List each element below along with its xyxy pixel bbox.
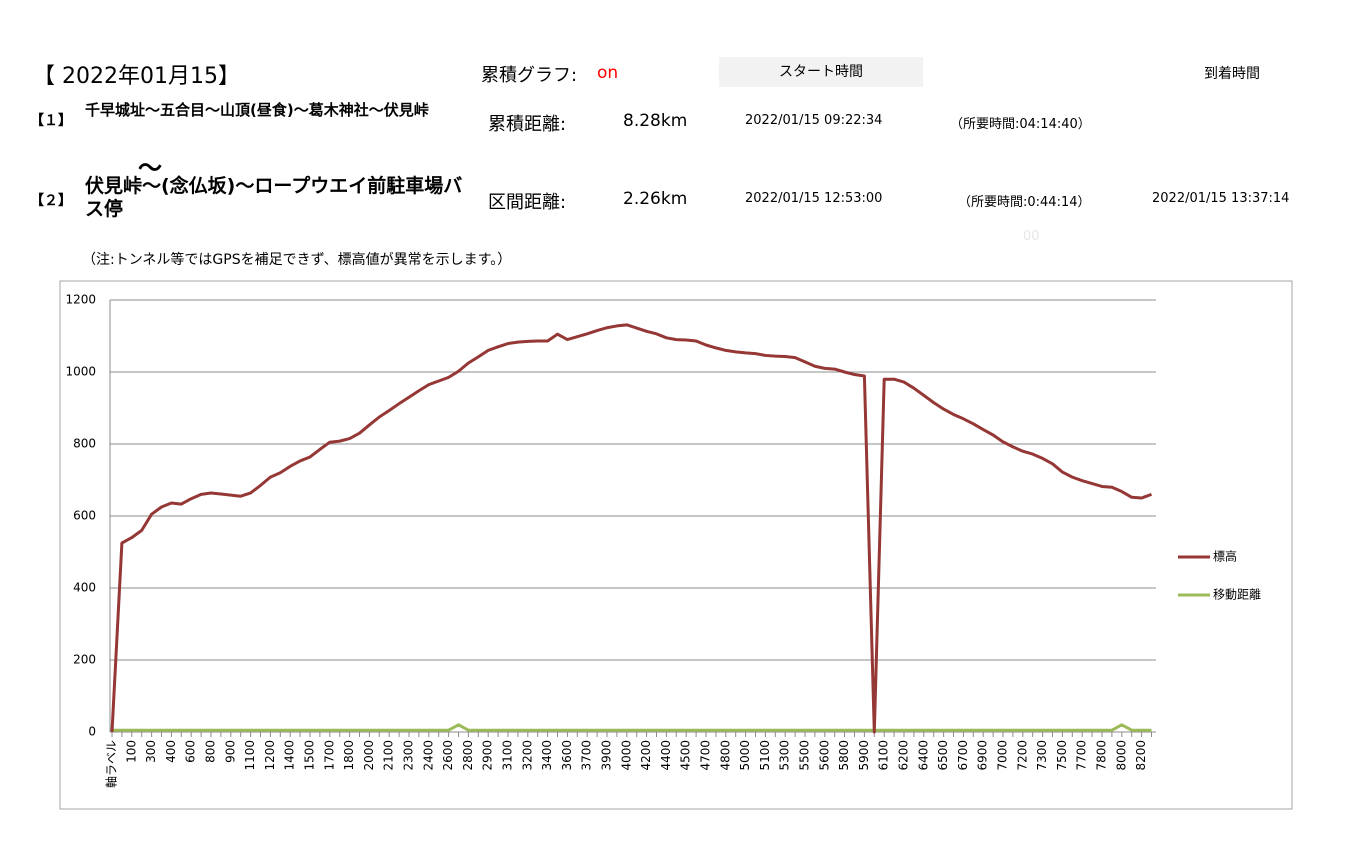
line-series <box>112 723 1152 732</box>
chart-frame <box>59 280 1293 810</box>
route: 千早城址～五合目～山頂(昼食)～葛木神社～伏見峠 <box>85 101 429 119</box>
x-tick-label: 6500 <box>936 740 950 771</box>
x-tick-label: 3200 <box>520 740 534 771</box>
y-tick-label: 0 <box>88 725 96 739</box>
distance-label: 区間距離: <box>488 192 567 213</box>
duration: （所要時間:0:44:14） <box>958 195 1091 210</box>
y-tick-label: 400 <box>73 581 96 595</box>
cumulative-label: 累積グラフ: <box>481 65 578 86</box>
legend-label: 移動距離 <box>1213 588 1261 602</box>
x-tick-label: 軸ラベル <box>105 740 119 788</box>
distance: 8.28km <box>623 111 688 131</box>
x-tick-label: 3400 <box>540 740 554 771</box>
arrival-time: 2022/01/15 13:37:14 <box>1152 191 1290 206</box>
cumulative-state[interactable]: on <box>597 63 619 83</box>
x-tick-label: 3900 <box>600 740 614 771</box>
row-index: 【２】 <box>30 193 72 209</box>
route: 伏見峠～(念仏坂)～ロープウエイ前駐車場バス停 <box>85 175 463 220</box>
x-tick-label: 5000 <box>738 740 752 771</box>
x-tick-label: 4800 <box>718 740 732 771</box>
x-tick-label: 7700 <box>1075 740 1089 771</box>
y-tick-label: 1000 <box>65 365 96 379</box>
x-tick-label: 1100 <box>243 740 257 771</box>
arrival-header: 到着時間 <box>1204 66 1260 82</box>
x-tick-label: 4500 <box>679 740 693 771</box>
x-tick-label: 800 <box>204 740 218 763</box>
y-tick-label: 600 <box>73 509 96 523</box>
distance: 2.26km <box>623 189 688 209</box>
x-tick-label: 1800 <box>342 740 356 771</box>
x-tick-label: 7300 <box>1035 740 1049 771</box>
line-series <box>110 323 1153 734</box>
x-tick-label: 2800 <box>461 740 475 771</box>
x-tick-label: 8200 <box>1134 740 1148 771</box>
x-tick-label: 6700 <box>956 740 970 771</box>
x-tick-label: 5900 <box>857 740 871 771</box>
x-tick-label: 7200 <box>1015 740 1029 771</box>
duration: （所要時間:04:14:40） <box>950 117 1091 132</box>
x-tick-label: 1200 <box>263 740 277 771</box>
x-tick-label: 600 <box>184 740 198 763</box>
x-tick-label: 2400 <box>421 740 435 771</box>
x-tick-label: 6200 <box>897 740 911 771</box>
y-tick-label: 800 <box>73 437 96 451</box>
row-index: 【１】 <box>30 113 72 129</box>
x-tick-label: 2000 <box>362 740 376 771</box>
x-tick-label: 4400 <box>659 740 673 771</box>
x-tick-label: 5600 <box>817 740 831 771</box>
x-tick-label: 400 <box>164 740 178 763</box>
legend-label: 標高 <box>1213 549 1237 564</box>
x-tick-label: 5100 <box>758 740 772 771</box>
x-tick-label: 7800 <box>1095 740 1109 771</box>
x-tick-label: 8000 <box>1114 740 1128 771</box>
x-tick-label: 2300 <box>402 740 416 771</box>
tilde: ～ <box>138 154 162 182</box>
y-tick-label: 1200 <box>65 293 96 307</box>
x-tick-label: 5300 <box>778 740 792 771</box>
start-time: 2022/01/15 09:22:34 <box>745 113 883 128</box>
x-tick-label: 4200 <box>639 740 653 771</box>
x-tick-label: 6400 <box>916 740 930 771</box>
note: （注:トンネル等ではGPSを補足できず、標高値が異常を示します。） <box>82 252 512 268</box>
x-tick-label: 300 <box>144 740 158 763</box>
x-tick-label: 2600 <box>441 740 455 771</box>
x-tick-label: 3100 <box>501 740 515 771</box>
x-tick-label: 900 <box>223 740 237 763</box>
x-tick-label: 6900 <box>976 740 990 771</box>
start-header: スタート時間 <box>719 57 923 87</box>
x-tick-label: 6100 <box>877 740 891 771</box>
x-tick-label: 1400 <box>283 740 297 771</box>
x-tick-label: 1700 <box>322 740 336 771</box>
x-tick-label: 4700 <box>699 740 713 771</box>
x-tick-label: 100 <box>124 740 138 763</box>
title: 【 2022年01月15】 <box>33 64 240 89</box>
x-tick-label: 7000 <box>996 740 1010 771</box>
faint-text: 00 <box>1023 229 1040 244</box>
x-tick-label: 4000 <box>619 740 633 771</box>
x-tick-label: 1500 <box>303 740 317 771</box>
x-tick-label: 7500 <box>1055 740 1069 771</box>
x-tick-label: 3700 <box>580 740 594 771</box>
distance-label: 累積距離: <box>488 114 567 135</box>
x-tick-label: 2100 <box>382 740 396 771</box>
x-tick-label: 2900 <box>481 740 495 771</box>
y-tick-label: 200 <box>73 653 96 667</box>
x-tick-label: 3600 <box>560 740 574 771</box>
start-time: 2022/01/15 12:53:00 <box>745 191 883 206</box>
x-tick-label: 5800 <box>837 740 851 771</box>
x-tick-label: 5500 <box>798 740 812 771</box>
